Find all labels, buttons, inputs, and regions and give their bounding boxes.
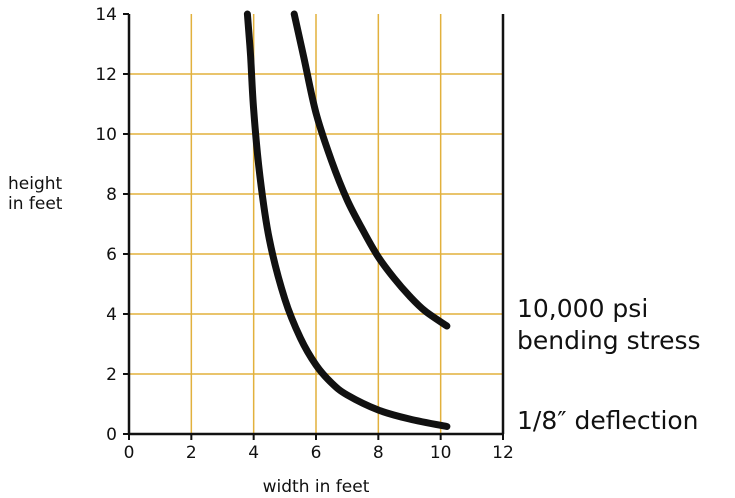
- y-tick-label: 8: [106, 185, 117, 205]
- y-tick-label: 14: [95, 5, 117, 25]
- y-tick-label: 0: [106, 425, 117, 445]
- tick-labels: 0 2 4 6 8 10 12 0 2 4 6 8 10 12 14: [95, 5, 513, 463]
- x-tick-label: 8: [373, 443, 384, 463]
- x-tick-label: 12: [492, 443, 514, 463]
- x-tick-label: 10: [430, 443, 452, 463]
- series: [243, 10, 451, 430]
- labels: 10,000 psi bending stress 1/8″ deflection w…: [8, 174, 701, 497]
- y-tick-label: 4: [106, 305, 117, 325]
- series-line-2: [243, 10, 451, 430]
- y-tick-label: 6: [106, 245, 117, 265]
- series-label-stress: 10,000 psi: [517, 294, 648, 323]
- x-tick-label: 4: [248, 443, 259, 463]
- series-line-1: [290, 10, 451, 330]
- x-axis-label: width in feet: [263, 477, 370, 497]
- y-tick-label: 12: [95, 65, 117, 85]
- grid: [129, 14, 503, 434]
- x-tick-label: 0: [124, 443, 135, 463]
- series-label-stress: bending stress: [517, 326, 701, 355]
- series-label-deflection: 1/8″ deflection: [517, 406, 699, 435]
- x-tick-label: 2: [186, 443, 197, 463]
- y-tick-label: 2: [106, 365, 117, 385]
- y-axis-label: height: [8, 174, 63, 194]
- y-tick-label: 10: [95, 125, 117, 145]
- x-tick-label: 6: [311, 443, 322, 463]
- y-axis-label: in feet: [8, 194, 63, 214]
- axes: [123, 13, 505, 440]
